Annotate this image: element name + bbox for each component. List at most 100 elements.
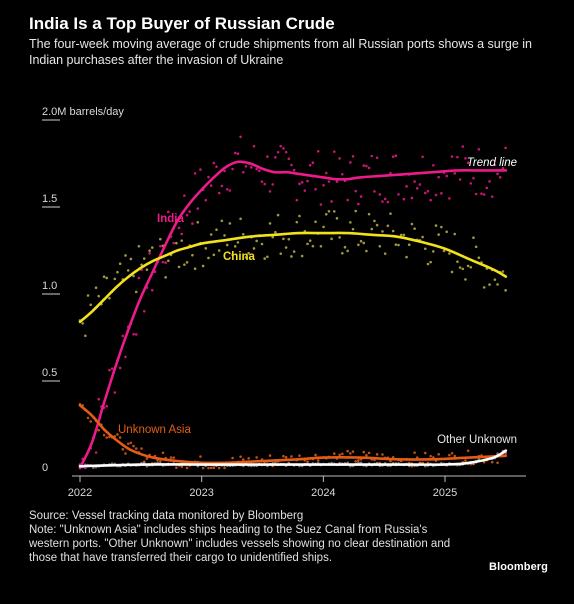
china-dot [413, 227, 416, 230]
y-tick-label: 1.0 [42, 280, 57, 292]
india-dot [354, 189, 357, 193]
china-dot [432, 250, 435, 253]
india-dot [110, 367, 114, 370]
china-dot [429, 260, 432, 264]
unknown-asia-dot [316, 459, 320, 462]
china-dot [445, 230, 449, 234]
india-dot [142, 309, 146, 313]
unknown-asia-dot [375, 453, 379, 456]
unknown-asia-dot [346, 449, 349, 453]
unknown-asia-dot [116, 433, 119, 436]
india-dot [453, 172, 457, 175]
china-dot [423, 247, 427, 251]
unknown-asia-dot [140, 447, 143, 450]
china-dot [308, 239, 312, 242]
china-dot [474, 245, 478, 249]
india-dot [193, 172, 197, 175]
unknown-asia-dot [201, 466, 205, 470]
india-dot [306, 179, 309, 183]
unknown-asia-dot [354, 460, 357, 463]
unknown-asia-dot [290, 455, 293, 458]
unknown-asia-dot [351, 450, 355, 453]
unknown-asia-dot [389, 459, 392, 463]
chart-subtitle: The four-week moving average of crude sh… [29, 37, 533, 67]
china-dot [287, 237, 291, 241]
india-dot [482, 193, 486, 196]
india-dot [121, 334, 125, 338]
unknown-asia-dot [453, 454, 457, 458]
china-dot [81, 322, 84, 325]
india-dot [322, 183, 325, 187]
india-dot [159, 244, 162, 248]
china-dot [402, 233, 406, 237]
india-dot [258, 169, 261, 173]
china-dot [501, 270, 505, 273]
y-tick-label: 0 [42, 462, 48, 474]
unknown-asia-dot [365, 453, 368, 457]
india-dot [180, 232, 184, 236]
india-dot [351, 155, 355, 158]
china-dot [493, 278, 497, 281]
china-dot [150, 246, 154, 249]
india-dot [236, 152, 240, 155]
india-dot [199, 168, 202, 171]
india-dot [244, 165, 248, 168]
india-dot [335, 180, 339, 183]
unknown-asia-dot [129, 441, 133, 445]
china-dot [164, 276, 167, 279]
india-dot [300, 181, 304, 184]
india-dot [349, 161, 352, 164]
china-dot [332, 210, 336, 213]
india-dot [250, 166, 253, 169]
china-dot [477, 256, 481, 260]
india-dot [485, 186, 489, 190]
china-dot [461, 267, 465, 271]
china-dot [378, 244, 382, 248]
india-dot [295, 198, 299, 202]
china-dot [148, 249, 151, 252]
india-dot [118, 366, 122, 370]
china-dot [386, 224, 390, 228]
india-dot [134, 333, 138, 336]
india-dot [359, 195, 363, 198]
india-dot [423, 191, 427, 195]
unknown-asia-dot [314, 453, 317, 457]
china-dot [207, 256, 210, 260]
unknown-asia-dot [332, 452, 336, 455]
india-dot [124, 355, 127, 359]
india-dot [263, 182, 266, 186]
china-dot [108, 296, 111, 300]
india-dot [415, 187, 419, 190]
china-dot [193, 267, 197, 271]
china-dot [220, 219, 224, 223]
unknown-asia-trend-line [78, 404, 508, 465]
other-unknown-label: Other Unknown [437, 434, 517, 446]
india-dot [231, 167, 234, 171]
china-dot [140, 263, 143, 267]
china-dot [391, 229, 395, 233]
unknown-asia-dot [97, 428, 101, 432]
bloomberg-logo: Bloomberg [489, 561, 548, 573]
china-dot [421, 235, 424, 239]
india-dot [469, 182, 473, 185]
other-unknown-trend-line [78, 449, 508, 468]
india-dot [271, 183, 275, 186]
india-dot [233, 151, 237, 155]
unknown-asia-dot [429, 454, 432, 458]
china-dot [504, 289, 507, 292]
india-dot [319, 203, 323, 206]
china-dot [271, 235, 275, 239]
unknown-asia-dot [413, 451, 416, 454]
india-dot [266, 155, 269, 158]
india-dot [498, 175, 502, 179]
india-dot [188, 210, 192, 213]
india-dot [480, 192, 483, 195]
china-dot [263, 257, 266, 260]
unknown-asia-dot [161, 451, 165, 455]
x-tick-label: 2025 [433, 487, 457, 499]
india-dot [209, 184, 213, 187]
china-dot [217, 249, 221, 252]
unknown-asia-dot [175, 466, 178, 469]
unknown-asia-dot [89, 420, 93, 423]
